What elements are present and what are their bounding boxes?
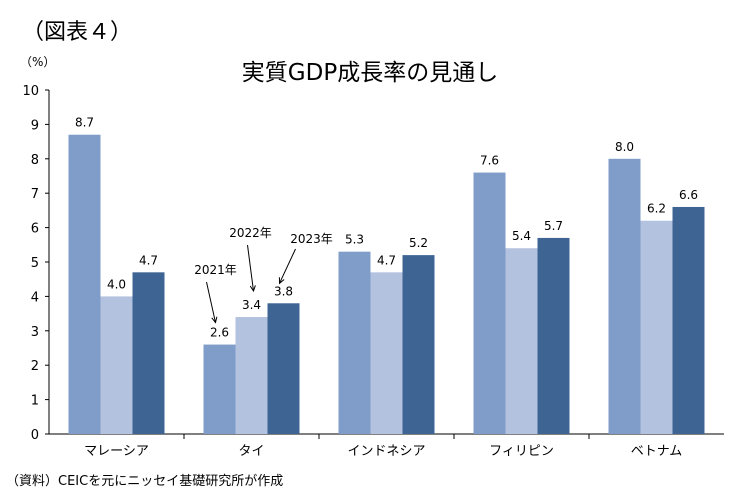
x-category-label: ベトナム <box>631 444 683 459</box>
annotation-arrow-head <box>278 277 285 285</box>
y-tick-label: 9 <box>31 118 39 133</box>
bar <box>132 272 165 434</box>
y-tick-label: 4 <box>31 290 39 305</box>
annotation-label: 2021年 <box>194 263 237 277</box>
y-tick-label: 0 <box>31 428 39 443</box>
annotation-arrow-head <box>211 316 218 324</box>
x-category-label: マレーシア <box>84 444 149 459</box>
bar-data-label: 5.7 <box>544 219 563 233</box>
x-category-label: フィリピン <box>489 444 554 459</box>
bar <box>608 158 641 435</box>
bar-data-label: 5.2 <box>409 236 428 250</box>
y-tick-label: 1 <box>31 394 39 409</box>
figure-label: （図表４） <box>22 20 133 45</box>
bar-data-label: 8.0 <box>615 140 634 154</box>
bar <box>505 248 538 434</box>
x-category-label: インドネシア <box>347 444 425 459</box>
bar-data-label: 6.6 <box>679 188 698 202</box>
bar-data-label: 2.6 <box>210 326 229 340</box>
bar <box>267 303 300 434</box>
bar <box>203 344 236 434</box>
bar-data-label: 5.3 <box>345 233 364 247</box>
source-note: （資料）CEICを元にニッセイ基礎研究所が作成 <box>6 474 284 489</box>
bar <box>537 237 570 434</box>
bar <box>370 272 403 434</box>
y-tick-label: 10 <box>22 84 39 99</box>
bar <box>338 251 371 434</box>
bar <box>68 134 101 434</box>
bar <box>473 172 506 434</box>
y-tick-label: 5 <box>31 256 39 271</box>
y-tick-label: 3 <box>31 325 39 340</box>
annotation-arrow-head <box>249 285 256 293</box>
bar-data-label: 3.8 <box>274 284 293 298</box>
bar-data-label: 4.7 <box>377 253 396 267</box>
annotation-label: 2022年 <box>229 226 272 240</box>
annotation-arrow-line <box>247 244 254 292</box>
annotation-label: 2023年 <box>290 232 333 246</box>
y-axis-unit-label: （%） <box>20 55 55 69</box>
plot-area: 0 1 2 3 4 5 6 7 8 9 10 8.7 4.0 4.7 マレーシア 2.6 3.4 3.8 タイ 5.3… <box>22 84 724 459</box>
bar-data-label: 6.2 <box>647 202 666 216</box>
bar <box>672 206 705 434</box>
y-tick-label: 2 <box>31 359 39 374</box>
y-tick-label: 8 <box>31 153 39 168</box>
bar <box>100 296 133 434</box>
annotation-arrow-line <box>206 281 216 323</box>
bar <box>235 317 268 434</box>
annotation-arrow-line <box>279 248 296 284</box>
chart-title: 実質GDP成長率の見通し <box>242 60 498 86</box>
bar-data-label: 8.7 <box>75 116 94 130</box>
bar-data-label: 5.4 <box>512 229 531 243</box>
bar-data-label: 3.4 <box>242 298 261 312</box>
bar <box>402 255 435 434</box>
bar <box>640 220 673 434</box>
x-category-label: タイ <box>238 444 264 459</box>
bar-data-label: 7.6 <box>480 154 499 168</box>
y-tick-label: 6 <box>31 222 39 237</box>
bar-data-label: 4.0 <box>107 277 126 291</box>
y-tick-label: 7 <box>31 187 39 202</box>
bar-data-label: 4.7 <box>139 253 158 267</box>
